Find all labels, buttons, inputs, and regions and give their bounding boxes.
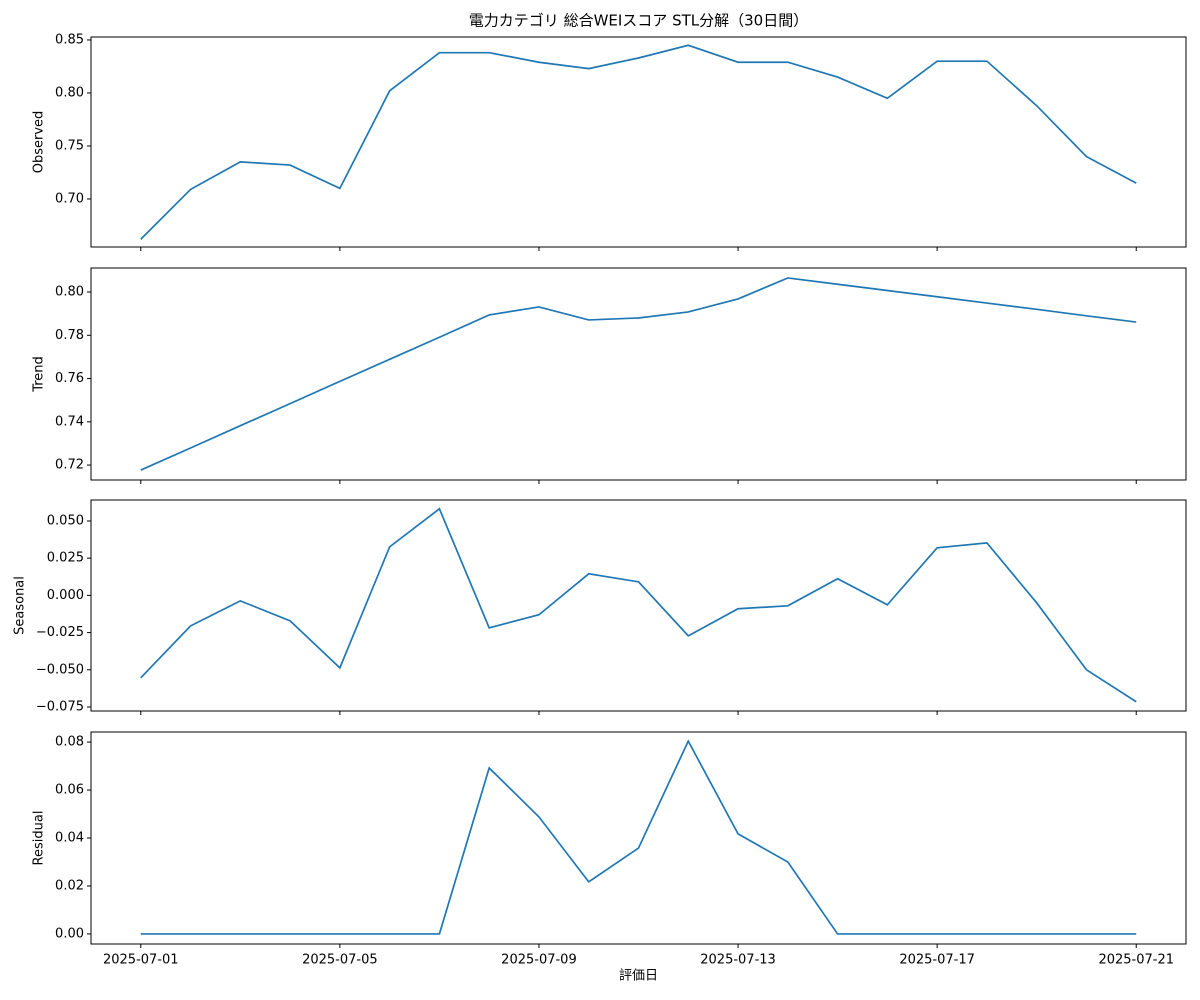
line-series — [140, 277, 1137, 471]
y-tick-label: 0.050 — [47, 513, 84, 528]
y-tick-label: 0.74 — [55, 414, 84, 429]
y-tick-label: 0.08 — [55, 735, 84, 750]
line-series — [140, 507, 1137, 703]
line-series — [140, 739, 1137, 935]
y-tick-label: 0.00 — [55, 926, 84, 941]
y-tick-label: 0.04 — [55, 831, 84, 846]
y-tick-label: 0.76 — [55, 371, 84, 386]
y-tick-label: 0.75 — [55, 138, 84, 153]
y-tick-label: −0.050 — [36, 662, 84, 677]
y-axis-label: Residual — [32, 811, 47, 866]
plot-frame — [90, 499, 1187, 712]
y-tick-label: −0.025 — [36, 625, 84, 640]
y-tick-label: 0.80 — [55, 285, 84, 300]
y-tick-label: 0.02 — [55, 878, 84, 893]
y-tick-label: 0.85 — [55, 32, 84, 47]
plot-frame — [90, 36, 1187, 248]
x-tick-label: 2025-07-05 — [302, 953, 378, 968]
x-tick-label: 2025-07-17 — [899, 953, 975, 968]
x-tick-label: 2025-07-13 — [700, 953, 776, 968]
y-axis-label: Seasonal — [13, 576, 28, 635]
plot-frame — [90, 267, 1187, 481]
x-tick-label: 2025-07-01 — [103, 953, 179, 968]
y-tick-label: 0.06 — [55, 783, 84, 798]
y-axis-label: Trend — [32, 356, 47, 393]
line-series — [140, 44, 1137, 240]
x-axis-label: 評価日 — [619, 969, 658, 984]
y-tick-label: 0.78 — [55, 328, 84, 343]
plot-frame — [90, 731, 1187, 945]
y-tick-label: 0.025 — [47, 551, 84, 566]
y-tick-label: −0.075 — [36, 699, 84, 714]
x-tick-label: 2025-07-21 — [1098, 953, 1174, 968]
x-tick-label: 2025-07-09 — [501, 953, 577, 968]
y-tick-label: 0.70 — [55, 191, 84, 206]
chart-title: 電力カテゴリ 総合WEIスコア STL分解（30日間） — [469, 12, 808, 30]
y-tick-label: 0.80 — [55, 85, 84, 100]
y-tick-label: 0.000 — [47, 588, 84, 603]
y-tick-label: 0.72 — [55, 458, 84, 473]
y-axis-label: Observed — [32, 111, 47, 174]
